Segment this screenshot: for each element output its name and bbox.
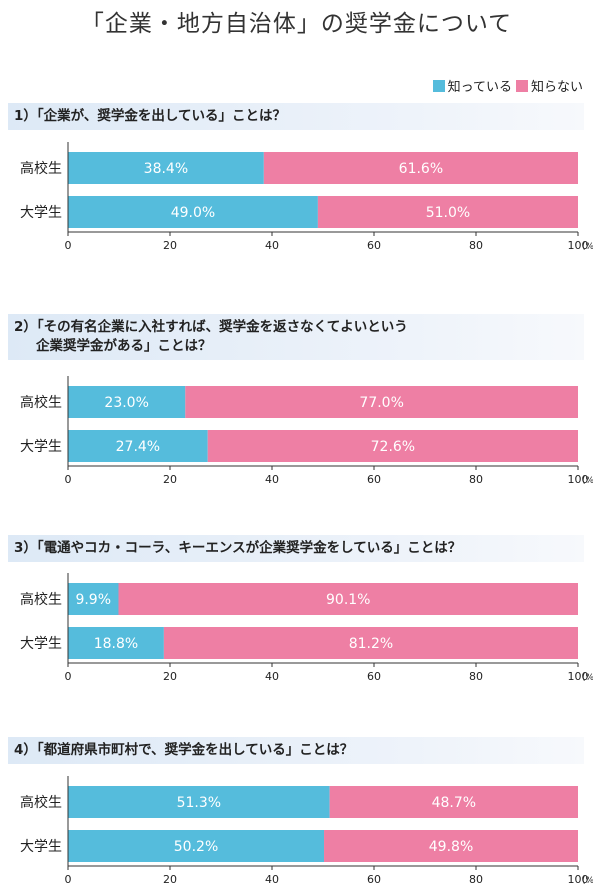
category-label: 大学生 bbox=[20, 205, 62, 221]
x-tick-label: 20 bbox=[163, 473, 177, 486]
bar-segment bbox=[185, 386, 579, 418]
x-axis-unit: (%) bbox=[582, 876, 593, 886]
x-tick-label: 60 bbox=[367, 873, 381, 886]
category-label: 大学生 bbox=[20, 839, 62, 855]
x-tick-label: 100 bbox=[568, 239, 589, 252]
bar-segment bbox=[263, 152, 578, 184]
x-tick-label: 100 bbox=[568, 670, 589, 683]
data-label: 49.0% bbox=[171, 205, 215, 221]
legend: 知っている 知らない bbox=[432, 76, 583, 95]
x-axis-unit: (%) bbox=[582, 673, 593, 683]
data-label: 51.3% bbox=[177, 795, 221, 811]
bar-segment bbox=[68, 786, 330, 818]
data-label: 72.6% bbox=[371, 439, 415, 455]
category-label: 高校生 bbox=[20, 794, 62, 811]
data-label: 18.8% bbox=[94, 636, 138, 652]
data-label: 50.2% bbox=[174, 839, 218, 855]
legend-item-know: 知っている bbox=[432, 76, 512, 95]
x-tick-label: 0 bbox=[65, 473, 72, 486]
data-label: 38.4% bbox=[144, 161, 188, 177]
x-tick-label: 20 bbox=[163, 239, 177, 252]
question-1-text: 1）「企業が、奨学金を出している」ことは？ bbox=[14, 108, 286, 124]
data-label: 81.2% bbox=[349, 636, 393, 652]
x-tick-label: 0 bbox=[65, 670, 72, 683]
question-2-text-line1: 2）「その有名企業に入社すれば、奨学金を返さなくてよいという bbox=[14, 319, 408, 335]
bar-segment bbox=[68, 152, 264, 184]
data-label: 77.0% bbox=[359, 395, 403, 411]
legend-swatch-know bbox=[432, 79, 445, 92]
question-1-header: 1）「企業が、奨学金を出している」ことは？ bbox=[8, 103, 584, 130]
x-tick-label: 80 bbox=[469, 473, 483, 486]
bar-segment bbox=[163, 627, 578, 659]
question-2-text-line2: 企業奨学金がある」ことは？ bbox=[36, 338, 212, 354]
bar-segment bbox=[68, 196, 318, 228]
legend-label-dont-know: 知らない bbox=[530, 80, 583, 95]
x-tick-label: 0 bbox=[65, 239, 72, 252]
x-axis-unit: (%) bbox=[582, 242, 593, 252]
data-label: 23.0% bbox=[104, 395, 148, 411]
x-tick-label: 80 bbox=[469, 873, 483, 886]
data-label: 61.6% bbox=[399, 161, 443, 177]
bar-segment bbox=[68, 627, 164, 659]
bar-segment bbox=[68, 830, 325, 862]
data-label: 51.0% bbox=[426, 205, 470, 221]
bar-segment bbox=[207, 430, 579, 462]
bar-segment bbox=[329, 786, 578, 818]
category-label: 高校生 bbox=[20, 394, 62, 411]
question-3-header: 3）「電通やコカ・コーラ、キーエンスが企業奨学金をしている」ことは？ bbox=[8, 535, 584, 562]
question-4-text: 4）「都道府県市町村で、奨学金を出している」ことは？ bbox=[14, 742, 354, 758]
bar-segment bbox=[317, 196, 578, 228]
x-tick-label: 40 bbox=[265, 670, 279, 683]
legend-item-dont-know: 知らない bbox=[515, 76, 583, 95]
chart-4: 高校生 51.3% 48.7% 大学生 50.2% 49.8% 0 20 40 60 80 100(%… bbox=[20, 776, 593, 886]
bar-segment bbox=[118, 583, 579, 615]
legend-swatch-dont-know bbox=[515, 79, 528, 92]
data-label: 48.7% bbox=[432, 795, 476, 811]
bar-segment bbox=[68, 386, 186, 418]
x-tick-label: 20 bbox=[163, 670, 177, 683]
x-tick-label: 40 bbox=[265, 239, 279, 252]
x-tick-label: 100 bbox=[568, 473, 589, 486]
x-tick-label: 80 bbox=[469, 239, 483, 252]
x-tick-label: 100 bbox=[568, 873, 589, 886]
question-3-text: 3）「電通やコカ・コーラ、キーエンスが企業奨学金をしている」ことは？ bbox=[14, 540, 462, 556]
category-label: 大学生 bbox=[20, 439, 62, 455]
bar-segment bbox=[324, 830, 578, 862]
page-title: 「企業・地方自治体」の奨学金について bbox=[80, 11, 513, 37]
data-label: 27.4% bbox=[116, 439, 160, 455]
x-tick-label: 60 bbox=[367, 473, 381, 486]
chart-1: 高校生 38.4% 61.6% 大学生 49.0% 51.0% 0 20 40 60 80 100(%… bbox=[20, 142, 593, 252]
x-tick-label: 60 bbox=[367, 239, 381, 252]
x-tick-label: 20 bbox=[163, 873, 177, 886]
legend-label-know: 知っている bbox=[447, 80, 512, 95]
chart-3: 高校生 9.9% 90.1% 大学生 18.8% 81.2% 0 20 40 60 80 100(%) bbox=[20, 573, 593, 683]
x-tick-label: 80 bbox=[469, 670, 483, 683]
x-tick-label: 40 bbox=[265, 473, 279, 486]
x-tick-label: 40 bbox=[265, 873, 279, 886]
x-axis-unit: (%) bbox=[582, 476, 593, 486]
x-tick-label: 0 bbox=[65, 873, 72, 886]
bar-segment bbox=[68, 430, 208, 462]
category-label: 大学生 bbox=[20, 636, 62, 652]
question-4-header: 4）「都道府県市町村で、奨学金を出している」ことは？ bbox=[8, 737, 584, 764]
category-label: 高校生 bbox=[20, 591, 62, 608]
chart-2: 高校生 23.0% 77.0% 大学生 27.4% 72.6% 0 20 40 60 80 100(%… bbox=[20, 376, 593, 486]
question-2-header: 2）「その有名企業に入社すれば、奨学金を返さなくてよいという 企業奨学金がある」… bbox=[8, 314, 584, 360]
x-tick-label: 60 bbox=[367, 670, 381, 683]
data-label: 9.9% bbox=[75, 592, 111, 608]
data-label: 49.8% bbox=[429, 839, 473, 855]
data-label: 90.1% bbox=[326, 592, 370, 608]
bar-segment bbox=[68, 583, 119, 615]
category-label: 高校生 bbox=[20, 160, 62, 177]
